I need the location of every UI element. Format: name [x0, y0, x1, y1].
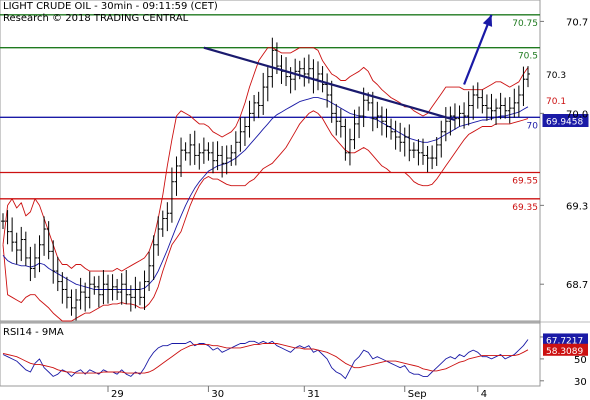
price-axis-tick-label: 70.7	[566, 17, 588, 28]
rsi-panel-frame	[0, 322, 541, 387]
rsi-tag-label: 58.3089	[546, 347, 583, 357]
rsi-title: RSI14 - 9MA	[3, 327, 64, 338]
rsi-tag-box	[543, 333, 588, 346]
moving-average-line	[2, 97, 529, 290]
rsi-series-line	[2, 339, 529, 380]
time-axis-tick-label: 4	[481, 389, 487, 400]
level-label: 70.75	[512, 19, 538, 29]
chart-title: LIGHT CRUDE OIL - 30min - 09:11:59 (CET)	[3, 1, 218, 12]
rsi-tag-label: 67.7217	[546, 336, 583, 346]
time-axis-tick-label: 29	[111, 389, 124, 400]
trend-overlays	[203, 14, 493, 122]
price-tags: 70.3 70.1 69.9458	[542, 67, 589, 128]
time-axis-tick-label: 31	[307, 389, 320, 400]
bollinger-upper-line	[2, 47, 529, 272]
time-axis: 29 30 31 Sep 4	[107, 386, 487, 400]
price-axis: 70.7 70.0 69.3 68.7	[540, 17, 588, 291]
price-tag-box	[542, 93, 589, 107]
rsi-tag-box	[543, 343, 588, 356]
price-axis-tick-label: 69.3	[566, 201, 588, 212]
price-axis-tick-label: 70.0	[566, 109, 588, 120]
price-tag-box	[542, 67, 589, 81]
price-axis-tick-label: 68.7	[566, 280, 588, 291]
price-tag-label: 70.3	[546, 71, 566, 81]
price-bars	[1, 37, 530, 321]
chart-subtitle: Research © 2018 TRADING CENTRAL	[3, 13, 189, 24]
level-label: 69.35	[512, 203, 538, 213]
rsi-axis-tick-label: 50	[574, 355, 587, 366]
level-label: 69.55	[512, 177, 538, 187]
projection-arrow-shaft	[463, 14, 493, 85]
time-axis-tick-label: 30	[211, 389, 224, 400]
projection-arrow-head	[482, 14, 493, 27]
rsi-series-line	[2, 343, 529, 374]
bollinger-bands	[2, 47, 529, 322]
price-tag-box	[542, 114, 589, 128]
level-label: 70.5	[518, 52, 538, 62]
price-tag-label: 69.9458	[546, 118, 583, 128]
level-label: 70	[527, 121, 539, 131]
price-tag-label: 70.1	[546, 97, 566, 107]
trendline	[203, 46, 456, 122]
time-axis-tick-label: Sep	[408, 389, 427, 400]
bollinger-lower-line	[2, 110, 529, 322]
rsi-axis-tick-label: 30	[574, 377, 587, 388]
